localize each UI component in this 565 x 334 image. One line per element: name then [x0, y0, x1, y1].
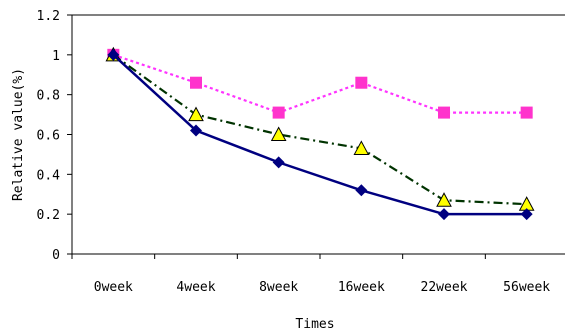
- series-2: [105, 46, 535, 211]
- x-tick-label: 16week: [338, 280, 385, 295]
- data-point-square: [190, 76, 202, 89]
- y-tick-label: 0.8: [37, 89, 60, 104]
- data-point-square: [272, 106, 285, 119]
- data-point-diamond: [520, 208, 533, 221]
- data-point-diamond: [355, 184, 368, 197]
- data-point-square: [438, 106, 450, 119]
- data-point-diamond: [107, 48, 120, 61]
- x-tick-label: 22week: [421, 280, 468, 295]
- x-tick-label: 4week: [176, 280, 215, 295]
- y-tick-label: 1.2: [37, 9, 60, 24]
- axes: [71, 14, 565, 255]
- x-tick-label: 56week: [503, 280, 550, 295]
- x-axis-ticks: 0week 4week 8week 16week 22week 56week: [71, 254, 550, 295]
- x-tick-label: 0week: [94, 280, 133, 295]
- data-point-triangle: [353, 140, 370, 155]
- y-tick-label: 0.4: [37, 168, 61, 183]
- data-point-diamond: [190, 124, 202, 137]
- y-tick-label: 0.6: [37, 129, 60, 144]
- x-tick-label: 8week: [259, 280, 298, 295]
- plot-frame: [71, 14, 565, 255]
- x-axis-title: Times: [295, 317, 334, 332]
- series-group: [105, 46, 535, 221]
- data-point-square: [355, 76, 368, 89]
- y-tick-label: 1: [52, 49, 60, 64]
- y-axis-title: Relative value(%): [11, 68, 26, 201]
- data-point-triangle: [436, 192, 452, 207]
- data-point-diamond: [438, 208, 450, 221]
- data-point-triangle: [188, 106, 204, 122]
- data-point-square: [520, 106, 533, 119]
- y-tick-label: 0: [52, 248, 60, 263]
- data-point-diamond: [272, 156, 285, 169]
- series-line: [112, 53, 527, 206]
- y-tick-label: 0.2: [37, 208, 60, 223]
- series-line: [112, 53, 527, 114]
- series-line: [112, 53, 527, 216]
- series-3: [107, 48, 533, 221]
- data-point-triangle: [270, 126, 287, 141]
- y-axis-ticks: 0 0.2 0.4 0.6 0.8 1 1.2: [37, 9, 72, 263]
